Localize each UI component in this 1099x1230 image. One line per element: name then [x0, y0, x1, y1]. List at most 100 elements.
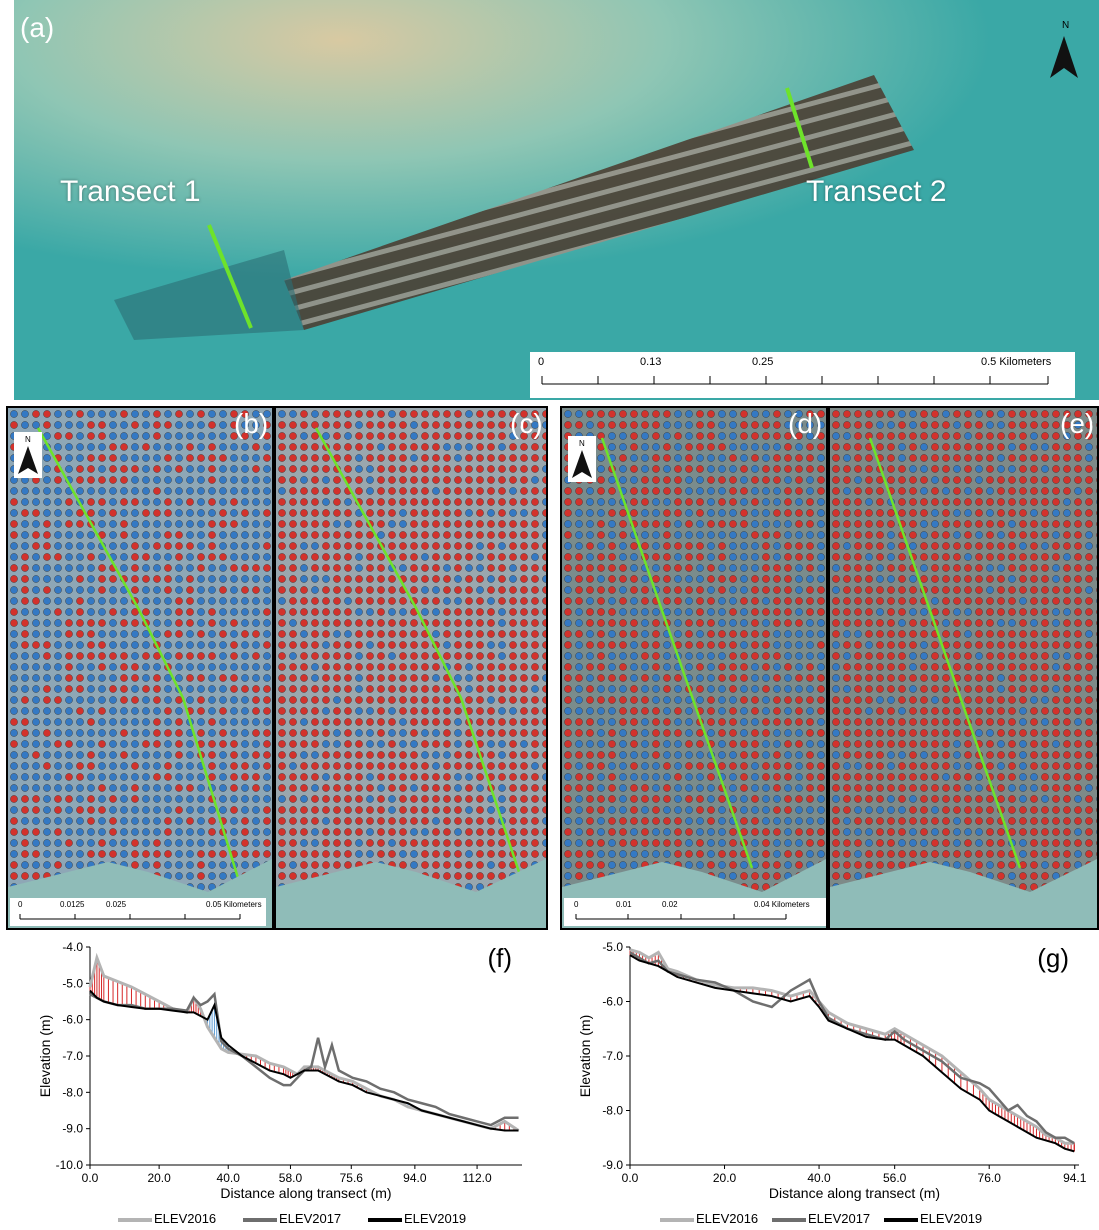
grid-dot [964, 773, 972, 781]
north-arrow-icon: N [1050, 20, 1078, 78]
grid-dot [975, 850, 983, 858]
grid-dot [586, 850, 594, 858]
grid-dot [54, 564, 62, 572]
grid-dot [65, 751, 73, 759]
grid-dot [806, 773, 814, 781]
grid-dot [252, 564, 260, 572]
grid-dot [153, 729, 161, 737]
grid-dot [300, 707, 308, 715]
grid-dot [762, 619, 770, 627]
panel-b-label: (b) [234, 408, 269, 439]
grid-dot [1030, 784, 1038, 792]
grid-dot [718, 564, 726, 572]
grid-dot [975, 597, 983, 605]
grid-dot [1074, 531, 1082, 539]
grid-dot [153, 531, 161, 539]
dot-grid-b [8, 408, 272, 928]
grid-dot [707, 784, 715, 792]
grid-dot [76, 718, 84, 726]
grid-dot [377, 597, 385, 605]
grid-dot [377, 630, 385, 638]
grid-dot [175, 718, 183, 726]
grid-dot [300, 564, 308, 572]
grid-dot [575, 729, 583, 737]
grid-dot [208, 663, 216, 671]
grid-dot [421, 784, 429, 792]
grid-dot [696, 410, 704, 418]
grid-dot [784, 410, 792, 418]
grid-dot [142, 663, 150, 671]
grid-dot [887, 795, 895, 803]
grid-dot [366, 674, 374, 682]
grid-dot [520, 608, 528, 616]
grid-dot [10, 410, 18, 418]
grid-dot [487, 740, 495, 748]
grid-dot [1030, 696, 1038, 704]
grid-dot [219, 465, 227, 473]
grid-dot [344, 531, 352, 539]
grid-dot [953, 641, 961, 649]
grid-dot [997, 465, 1005, 473]
grid-dot [1041, 487, 1049, 495]
grid-dot [674, 509, 682, 517]
grid-dot [388, 410, 396, 418]
grid-dot [898, 828, 906, 836]
grid-dot [344, 410, 352, 418]
grid-dot [953, 729, 961, 737]
grid-dot [454, 674, 462, 682]
grid-dot [1052, 850, 1060, 858]
grid-dot [630, 685, 638, 693]
grid-dot [410, 487, 418, 495]
grid-dot [674, 839, 682, 847]
grid-dot [696, 674, 704, 682]
grid-dot [131, 696, 139, 704]
grid-dot [153, 476, 161, 484]
grid-dot [487, 432, 495, 440]
grid-dot [432, 553, 440, 561]
grid-dot [997, 487, 1005, 495]
grid-dot [1085, 630, 1093, 638]
grid-dot [454, 432, 462, 440]
grid-dot [432, 421, 440, 429]
grid-dot [131, 465, 139, 473]
grid-dot [208, 685, 216, 693]
grid-dot [377, 674, 385, 682]
grid-dot [1052, 795, 1060, 803]
grid-dot [197, 674, 205, 682]
grid-dot [1041, 872, 1049, 880]
grid-dot [421, 586, 429, 594]
y-tick-label: -8.0 [602, 1104, 623, 1118]
grid-dot [1074, 487, 1082, 495]
grid-dot [1063, 542, 1071, 550]
grid-dot [531, 641, 539, 649]
grid-dot [1008, 443, 1016, 451]
grid-dot [164, 586, 172, 594]
grid-dot [740, 773, 748, 781]
grid-dot [707, 685, 715, 693]
grid-dot [685, 861, 693, 869]
grid-dot [762, 498, 770, 506]
grid-dot [685, 795, 693, 803]
grid-dot [76, 828, 84, 836]
grid-dot [806, 630, 814, 638]
grid-dot [685, 652, 693, 660]
grid-dot [230, 586, 238, 594]
grid-dot [465, 762, 473, 770]
grid-dot [1074, 696, 1082, 704]
grid-dot [942, 784, 950, 792]
grid-dot [333, 674, 341, 682]
grid-dot [674, 421, 682, 429]
grid-dot [186, 795, 194, 803]
grid-dot [76, 674, 84, 682]
grid-dot [311, 839, 319, 847]
grid-dot [619, 619, 627, 627]
grid-dot [641, 476, 649, 484]
grid-dot [942, 575, 950, 583]
grid-dot [476, 465, 484, 473]
grid-dot [87, 817, 95, 825]
grid-dot [876, 850, 884, 858]
grid-dot [476, 652, 484, 660]
grid-dot [986, 795, 994, 803]
grid-dot [542, 795, 546, 803]
dot-grid-d [562, 408, 826, 928]
